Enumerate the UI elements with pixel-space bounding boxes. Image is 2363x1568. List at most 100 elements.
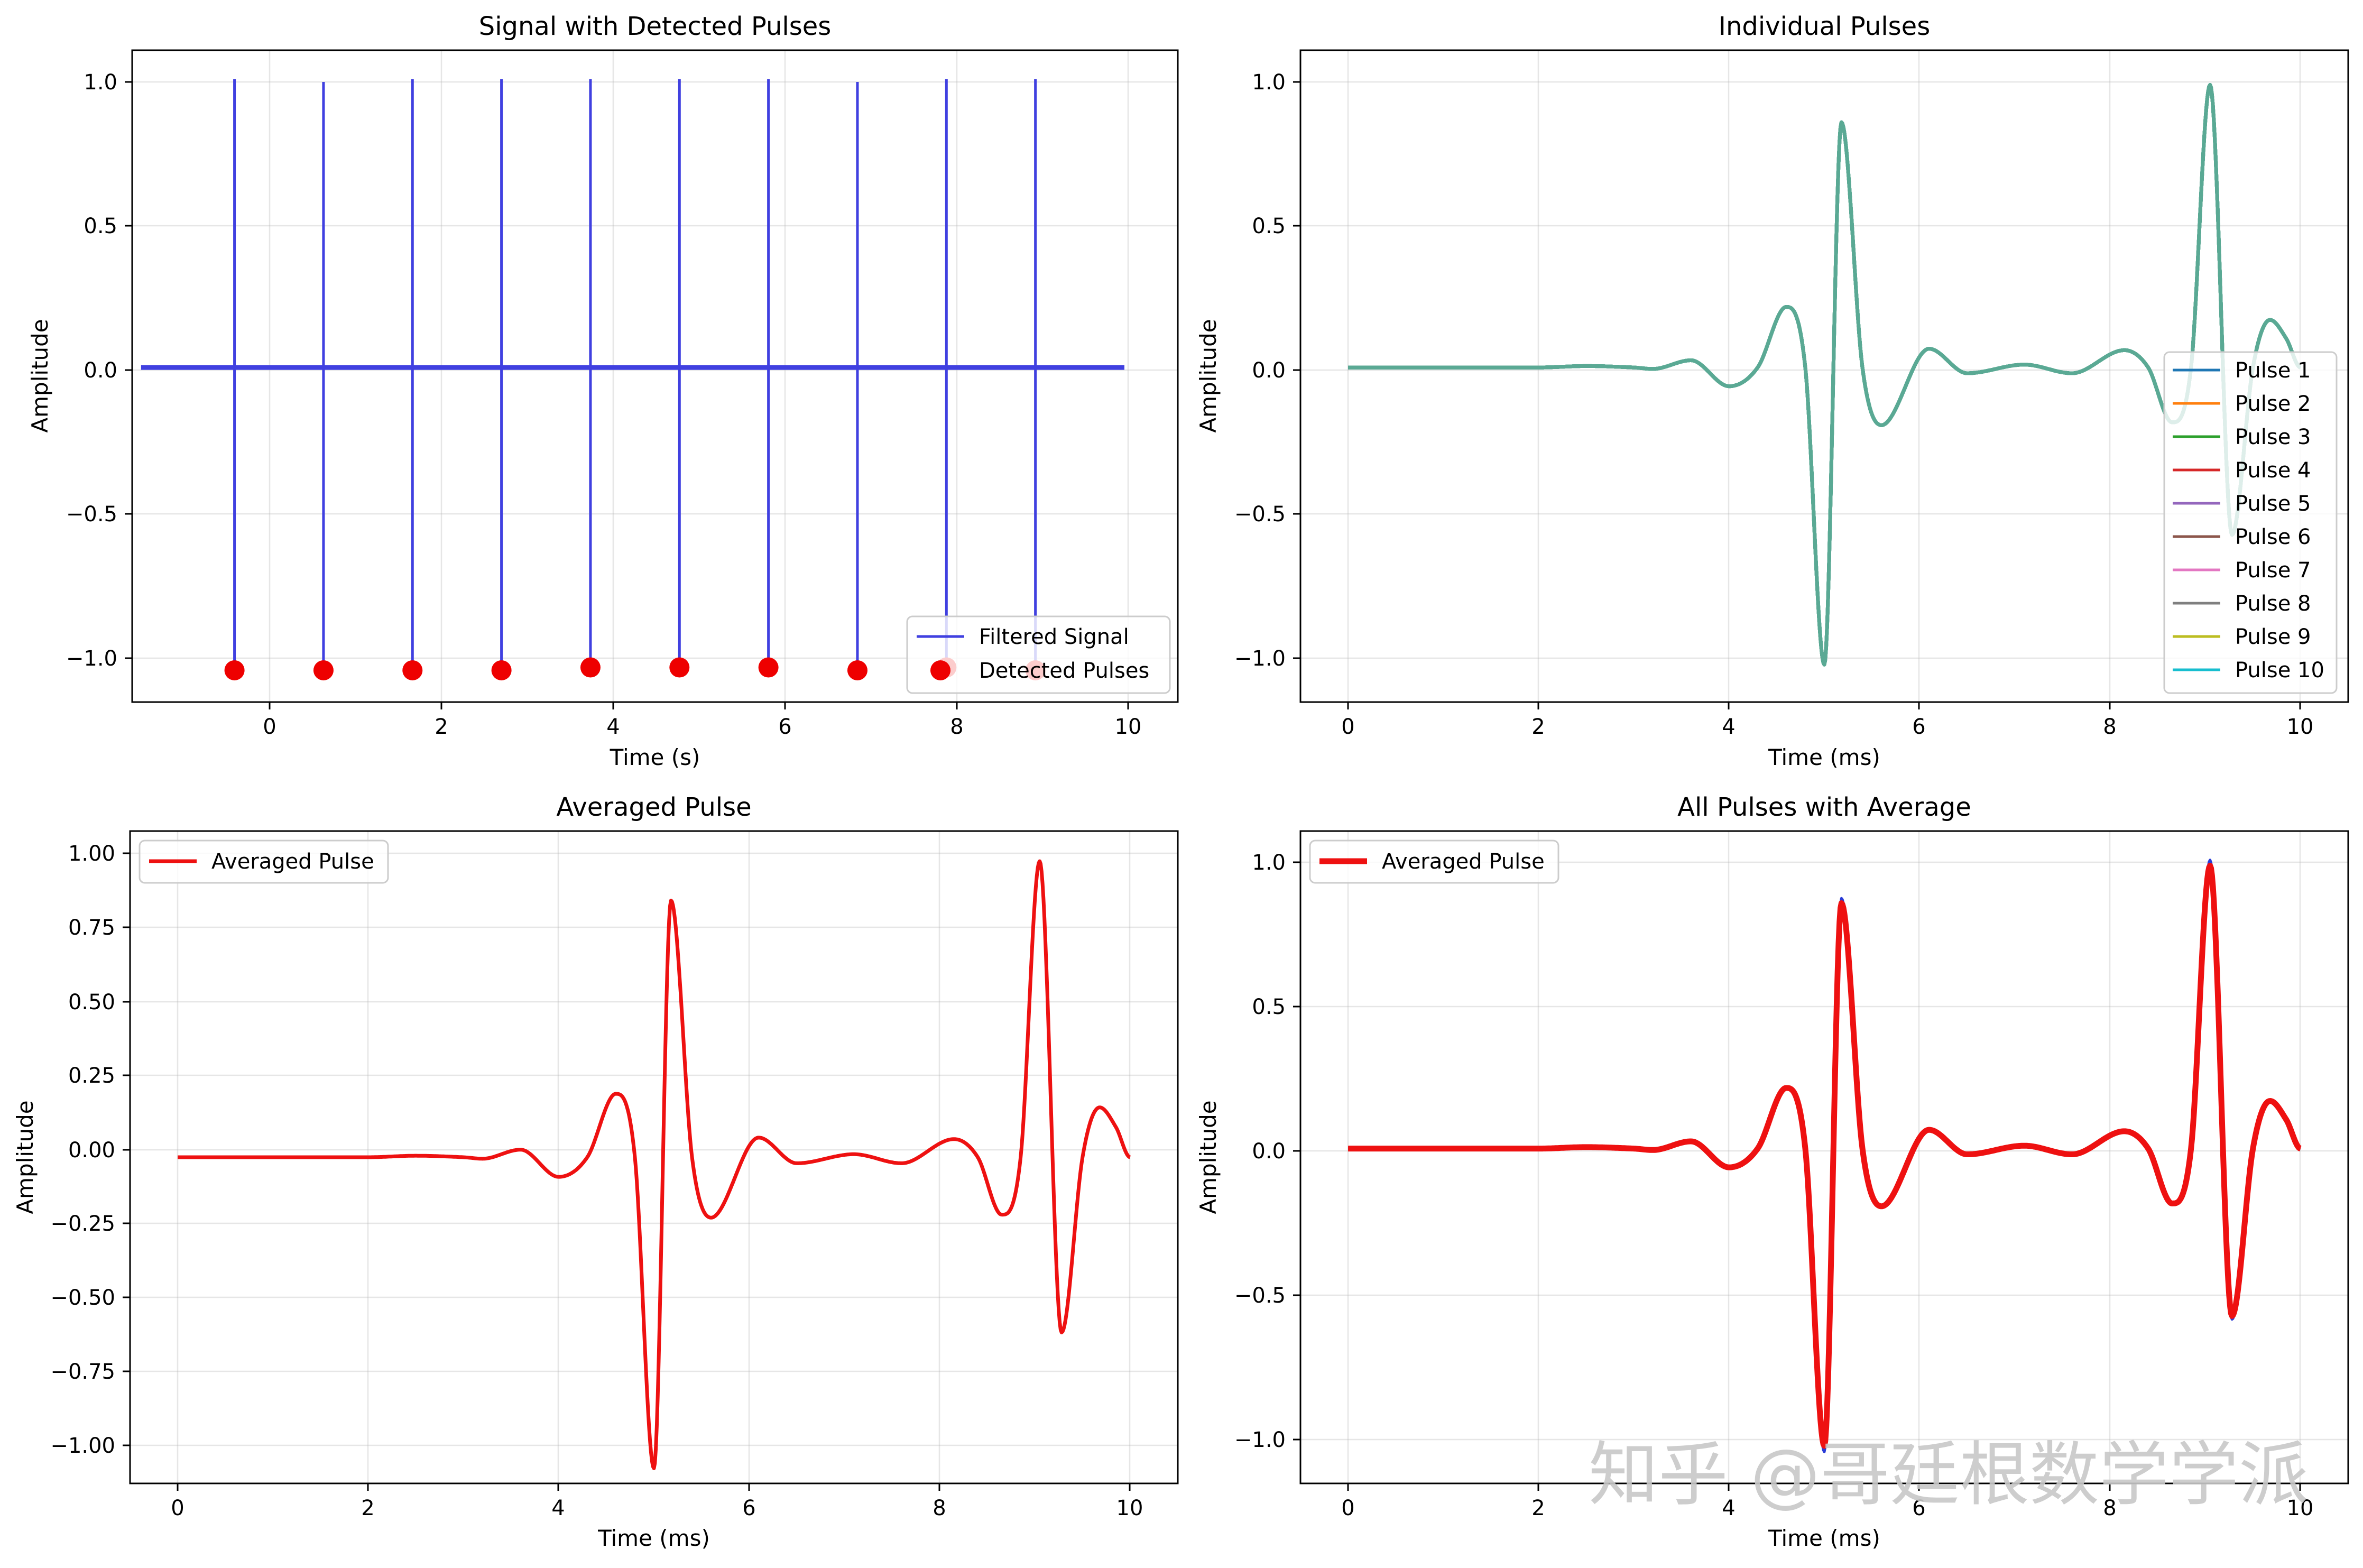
axes-frame [129, 830, 1179, 1484]
x-axis-label: Time (ms) [1768, 1525, 1880, 1551]
chart-signal-with-detected-pulses: 0 2 4 6 8 10 1.0 0.5 0.0 −0.5 −1.0 Signa… [27, 12, 1179, 770]
x-tick-label: 4 [1722, 1496, 1735, 1520]
pulse-line [1347, 83, 2302, 667]
y-tick-label: 0.50 [68, 990, 115, 1014]
x-tick-label: 10 [1116, 1496, 1143, 1520]
y-axis-label: Amplitude [12, 1100, 38, 1214]
detected-pulse-marker [847, 660, 867, 680]
detected-pulse-marker [402, 660, 423, 680]
y-tick-label: 0.5 [1252, 214, 1286, 238]
x-tick-label: 10 [2287, 1496, 2314, 1520]
y-axis-label: Amplitude [27, 319, 53, 432]
legend-box [139, 840, 389, 884]
y-tick-label: 0.00 [68, 1138, 115, 1163]
pulse-line [1347, 83, 2302, 667]
x-tick-label: 10 [2287, 715, 2314, 739]
detected-pulse-marker [580, 657, 601, 678]
y-axis-label: Amplitude [1195, 1100, 1221, 1214]
x-tick-label: 2 [1531, 1496, 1545, 1520]
x-tick-label: 6 [1912, 715, 1925, 739]
y-tick-label: −0.5 [1234, 502, 1286, 527]
x-tick-label: 8 [2103, 715, 2116, 739]
legend-label: Averaged Pulse [1382, 850, 1545, 874]
x-tick-label: 0 [263, 715, 276, 739]
pulse-line [1347, 83, 2302, 667]
legend-box [906, 615, 1171, 694]
x-tick-label: 10 [1115, 715, 1142, 739]
averaged-pulse-line [1346, 863, 2303, 1449]
x-tick-label: 2 [1531, 715, 1545, 739]
x-tick-label: 8 [950, 715, 963, 739]
y-ticks [1293, 861, 1300, 1441]
y-tick-label: −1.0 [1234, 647, 1286, 671]
legend-label: Pulse 6 [2235, 525, 2311, 549]
legend-box [1309, 840, 1559, 884]
x-tick-label: 4 [551, 1496, 565, 1520]
pulse-line [1347, 83, 2302, 667]
watermark: 知乎 @哥廷根数学学派 [1589, 1434, 2309, 1516]
pulse-line [1347, 83, 2302, 667]
detected-pulse-marker [224, 660, 245, 680]
pulse-line [1347, 83, 2302, 667]
legend-label: Pulse 3 [2235, 425, 2311, 449]
x-tick-label: 2 [361, 1496, 374, 1520]
x-ticks [1347, 1483, 2301, 1491]
x-axis-label: Time (ms) [597, 1525, 710, 1551]
detected-pulse-marker [491, 660, 512, 680]
x-tick-label: 0 [1341, 715, 1354, 739]
legend-label: Pulse 4 [2235, 458, 2311, 483]
y-ticks [125, 81, 132, 659]
pulse-line [1347, 83, 2302, 667]
legend-label: Pulse 10 [2235, 658, 2324, 682]
y-tick-label: 1.0 [1252, 851, 1286, 875]
y-ticks [1293, 81, 1300, 659]
y-tick-label: −1.0 [1234, 1428, 1286, 1452]
legend: Pulse 1 Pulse 2 Pulse 3 Pulse 4 Pulse 5 … [2163, 351, 2338, 694]
x-tick-label: 8 [933, 1496, 946, 1520]
plot-area [177, 859, 1131, 1470]
x-tick-label: 6 [742, 1496, 755, 1520]
y-ticks [123, 852, 130, 1446]
axes-frame [131, 49, 1179, 703]
y-axis-label: Amplitude [1195, 319, 1221, 432]
y-tick-label: −0.25 [50, 1212, 115, 1236]
plot-area [141, 79, 1124, 680]
legend-label: Detected Pulses [979, 659, 1149, 683]
y-tick-label: −1.0 [66, 647, 117, 671]
chart-title: Signal with Detected Pulses [479, 12, 832, 41]
pulse-line [1347, 83, 2302, 667]
axes-frame [1299, 830, 2349, 1484]
averaged-pulse-line [177, 859, 1131, 1470]
chart-title: All Pulses with Average [1677, 792, 1971, 822]
axes-frame [1299, 49, 2349, 703]
y-tick-label: 0.75 [68, 916, 115, 940]
y-tick-label: 0.0 [84, 358, 117, 383]
legend-label: Pulse 1 [2235, 358, 2311, 383]
y-tick-label: 0.25 [68, 1064, 115, 1088]
legend: Averaged Pulse [1309, 840, 1559, 884]
x-axis-label: Time (s) [610, 744, 700, 770]
chart-all-pulses-with-average: 0 2 4 6 8 10 1.0 0.5 0.0 −0.5 −1.0 All P… [1195, 792, 2349, 1551]
y-tick-label: −0.5 [1234, 1284, 1286, 1308]
legend: Averaged Pulse [139, 840, 389, 884]
individual-pulses-line [1347, 859, 2301, 1453]
grid [132, 50, 1178, 702]
legend-label: Pulse 5 [2235, 492, 2311, 516]
chart-title: Averaged Pulse [556, 792, 751, 822]
x-tick-label: 2 [435, 715, 448, 739]
y-tick-label: 0.0 [1252, 1139, 1286, 1164]
chart-averaged-pulse: 0 2 4 6 8 10 1.00 0.75 0.50 0.25 0.00 −0… [12, 792, 1179, 1551]
legend-label: Pulse 2 [2235, 392, 2311, 416]
x-ticks [1347, 702, 2301, 709]
y-tick-label: −1.00 [50, 1434, 115, 1458]
x-tick-label: 8 [2103, 1496, 2116, 1520]
y-tick-label: 0.0 [1252, 358, 1286, 383]
legend-label: Pulse 9 [2235, 625, 2311, 649]
chart-title: Individual Pulses [1719, 12, 1930, 41]
y-tick-label: 1.00 [68, 842, 115, 866]
x-tick-label: 6 [1912, 1496, 1925, 1520]
x-axis-label: Time (ms) [1768, 744, 1880, 770]
y-tick-label: 0.5 [1252, 995, 1286, 1019]
detected-pulse-marker [313, 660, 334, 680]
